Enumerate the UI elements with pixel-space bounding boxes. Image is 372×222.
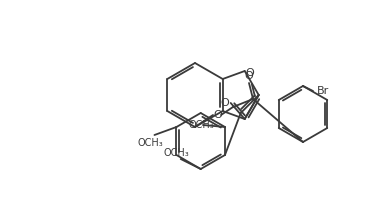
Text: OCH₃: OCH₃ [164, 148, 190, 158]
Text: O: O [220, 98, 229, 108]
Text: O: O [246, 68, 254, 78]
Text: OCH₃: OCH₃ [138, 138, 163, 148]
Text: OCH₃: OCH₃ [189, 120, 215, 130]
Text: O: O [245, 71, 253, 81]
Text: O: O [214, 110, 222, 120]
Text: Br: Br [317, 86, 329, 96]
